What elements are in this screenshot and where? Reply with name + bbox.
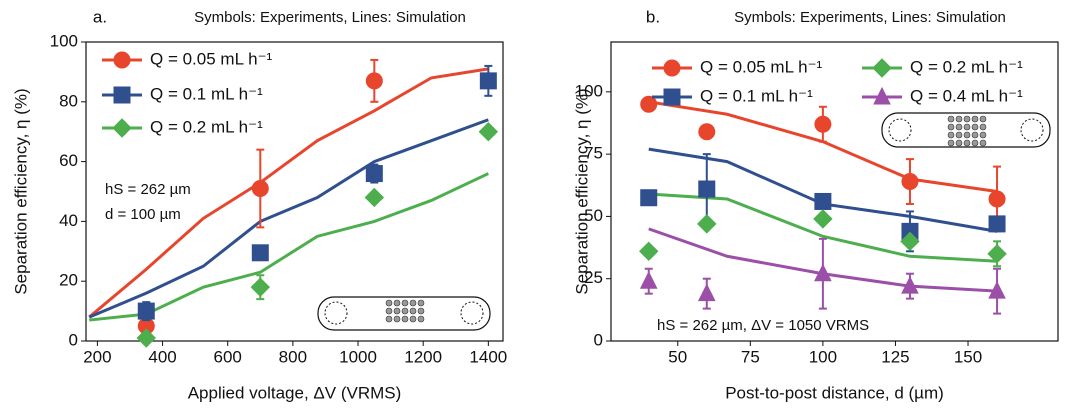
legend-marker [113,51,131,69]
annotation: d = 100 µm [105,206,181,223]
marker [901,173,919,191]
x-tick-label: 600 [214,347,242,366]
marker [814,192,832,210]
marker [251,244,269,262]
plot-frame [610,41,1059,342]
legend-label: Q = 0.4 mL h⁻¹ [910,86,1023,105]
panel-label: b. [646,7,660,26]
marker [640,95,658,113]
x-tick-label: 75 [741,347,760,366]
legend-marker [113,86,131,104]
y-tick-label: 40 [59,211,78,230]
annotation: hS = 262 µm [105,181,191,198]
legend-label: Q = 0.1 mL h⁻¹ [700,86,813,105]
marker [988,190,1006,208]
marker [640,189,658,207]
y-tick-label: 0 [594,330,603,349]
y-axis-label: Separation efficiency, η (%) [11,88,30,294]
marker [365,165,383,183]
marker [365,72,383,90]
y-tick-label: 100 [575,81,603,100]
marker [136,328,156,348]
y-tick-label: 100 [50,31,78,50]
panel-label: a. [93,7,107,26]
x-tick-label: 1200 [404,347,442,366]
simulation-line [88,118,489,319]
marker [251,180,269,198]
marker [987,244,1007,264]
y-tick-label: 75 [584,144,603,163]
legend-marker [112,118,132,138]
panel-title: Symbols: Experiments, Lines: Simulation [194,9,466,26]
legend-marker [872,58,892,78]
panel-title: Symbols: Experiments, Lines: Simulation [734,9,1006,26]
marker [900,231,920,252]
marker [697,283,716,302]
marker [697,214,717,234]
marker [364,187,385,208]
marker [639,241,659,262]
legend-marker [663,88,681,106]
plot-frame [85,41,504,342]
marker [988,281,1006,299]
simulation-line [88,67,489,319]
simulation-line [89,172,489,322]
marker [639,271,658,289]
legend-marker [873,86,891,105]
y-tick-label: 0 [69,330,78,349]
x-axis-label: Applied voltage, ΔV (VRMS) [188,383,402,402]
marker [901,276,919,294]
marker [479,72,497,90]
annotation: hS = 262 µm, ΔV = 1050 VRMS [657,317,869,334]
legend-label: Q = 0.1 mL h⁻¹ [150,84,263,103]
marker [250,277,271,297]
marker [813,209,833,229]
x-tick-label: 1000 [339,347,377,366]
x-tick-label: 150 [954,347,982,366]
legend-marker [663,59,681,77]
inset-b [881,112,1051,148]
x-tick-label: 100 [809,347,837,366]
legend-label: Q = 0.05 mL h⁻¹ [700,57,823,76]
x-tick-label: 400 [148,347,176,366]
marker [814,115,832,133]
x-tick-label: 800 [279,347,307,366]
marker [137,302,155,320]
marker [814,263,832,282]
y-tick-label: 20 [59,271,78,290]
x-tick-label: 50 [668,347,687,366]
marker [478,121,499,142]
x-tick-label: 1400 [469,347,507,366]
y-tick-label: 50 [584,206,603,225]
marker [698,123,716,141]
y-tick-label: 25 [584,268,603,287]
legend-label: Q = 0.05 mL h⁻¹ [150,49,273,68]
y-axis-label: Separation efficiency, η (%) [572,88,591,294]
x-tick-label: 125 [881,347,909,366]
marker [988,215,1006,233]
y-tick-label: 80 [59,91,78,110]
x-tick-label: 200 [83,347,111,366]
x-axis-label: Post-to-post distance, d (µm) [725,383,944,402]
legend-label: Q = 0.2 mL h⁻¹ [150,117,263,136]
y-tick-label: 60 [59,151,78,170]
legend-label: Q = 0.2 mL h⁻¹ [910,57,1023,76]
marker [698,180,716,198]
inset-a [317,296,491,331]
